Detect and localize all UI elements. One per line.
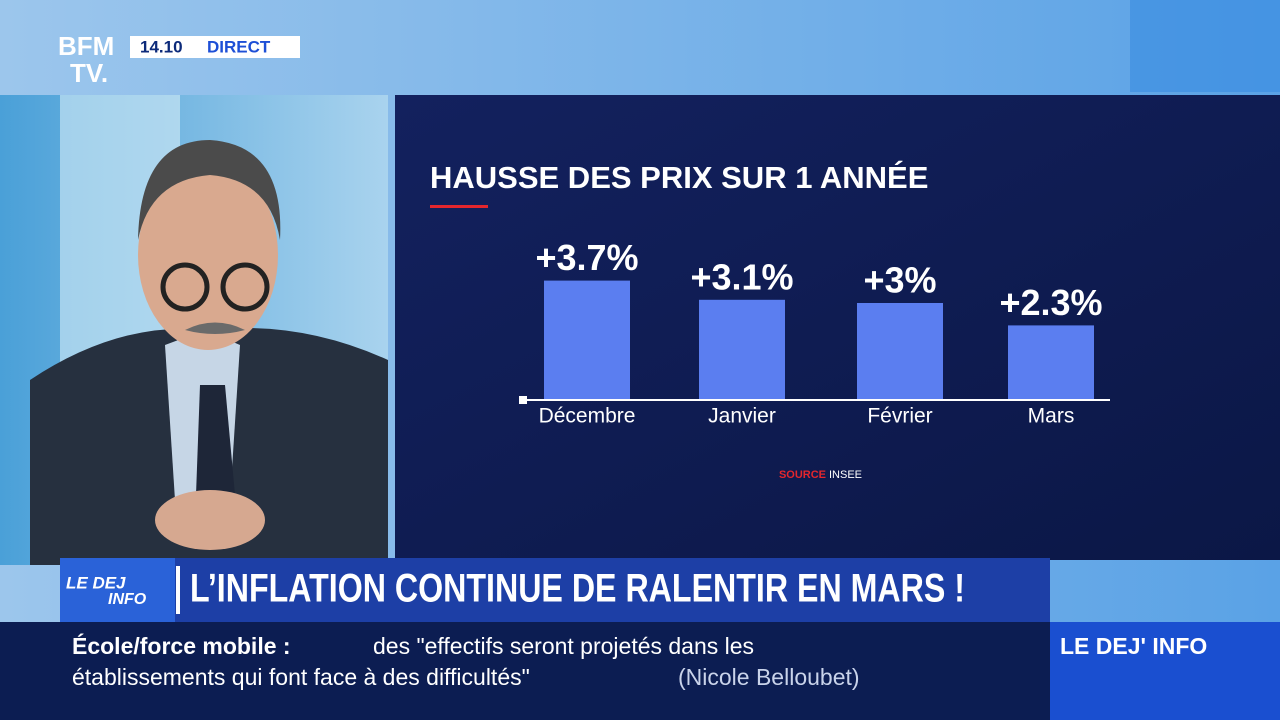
ticker (0, 622, 1050, 720)
live-label: DIRECT (207, 37, 271, 56)
hands (155, 490, 265, 550)
channel-logo: TV. (70, 58, 108, 88)
ticker-text: établissements qui font face à des diffi… (72, 664, 530, 690)
ticker-topic: École/force mobile : (72, 632, 291, 659)
program-box (1050, 622, 1280, 720)
chart-panel (395, 95, 1280, 560)
baseline (520, 399, 1110, 401)
source: INSEE (829, 469, 862, 481)
time: 14.10 (140, 37, 183, 56)
glasses (160, 262, 210, 312)
source-label: SOURCE (779, 469, 826, 481)
ticker-text: des "effectifs seront projetés dans les (373, 633, 754, 659)
chart-title: HAUSSE DES PRIX SUR 1 ANNÉE (430, 160, 928, 195)
hex-decor (1130, 0, 1280, 92)
bar (857, 303, 943, 399)
glasses (220, 262, 270, 312)
value-label: +3% (863, 260, 936, 301)
category-label: Février (867, 405, 932, 428)
presenter-hair (138, 140, 281, 240)
title-underline (430, 205, 488, 208)
banner-divider (176, 566, 180, 614)
moustache (185, 322, 245, 334)
category-label: Mars (1028, 405, 1075, 428)
value-label: +3.7% (535, 237, 638, 278)
program-name: LE DEJ' INFO (1060, 633, 1207, 659)
bar (544, 280, 630, 399)
channel-logo: BFM (58, 31, 114, 61)
value-label: +3.1% (690, 256, 793, 297)
ticker-speaker: (Nicole Belloubet) (678, 664, 860, 690)
banner-logo-box (60, 558, 175, 622)
presenter-tie (196, 385, 235, 510)
baseline-cap (519, 396, 527, 404)
bar (1008, 325, 1094, 399)
value-label: +2.3% (999, 282, 1102, 323)
banner-logo: LE DEJ (66, 573, 126, 592)
bar (699, 299, 785, 399)
banner-logo: INFO (108, 591, 147, 608)
category-label: Janvier (708, 405, 776, 428)
category-label: Décembre (539, 405, 636, 428)
live-box (130, 36, 300, 58)
headline-banner (60, 558, 1050, 622)
headline: L’INFLATION CONTINUE DE RALENTIR EN MARS… (190, 567, 965, 611)
